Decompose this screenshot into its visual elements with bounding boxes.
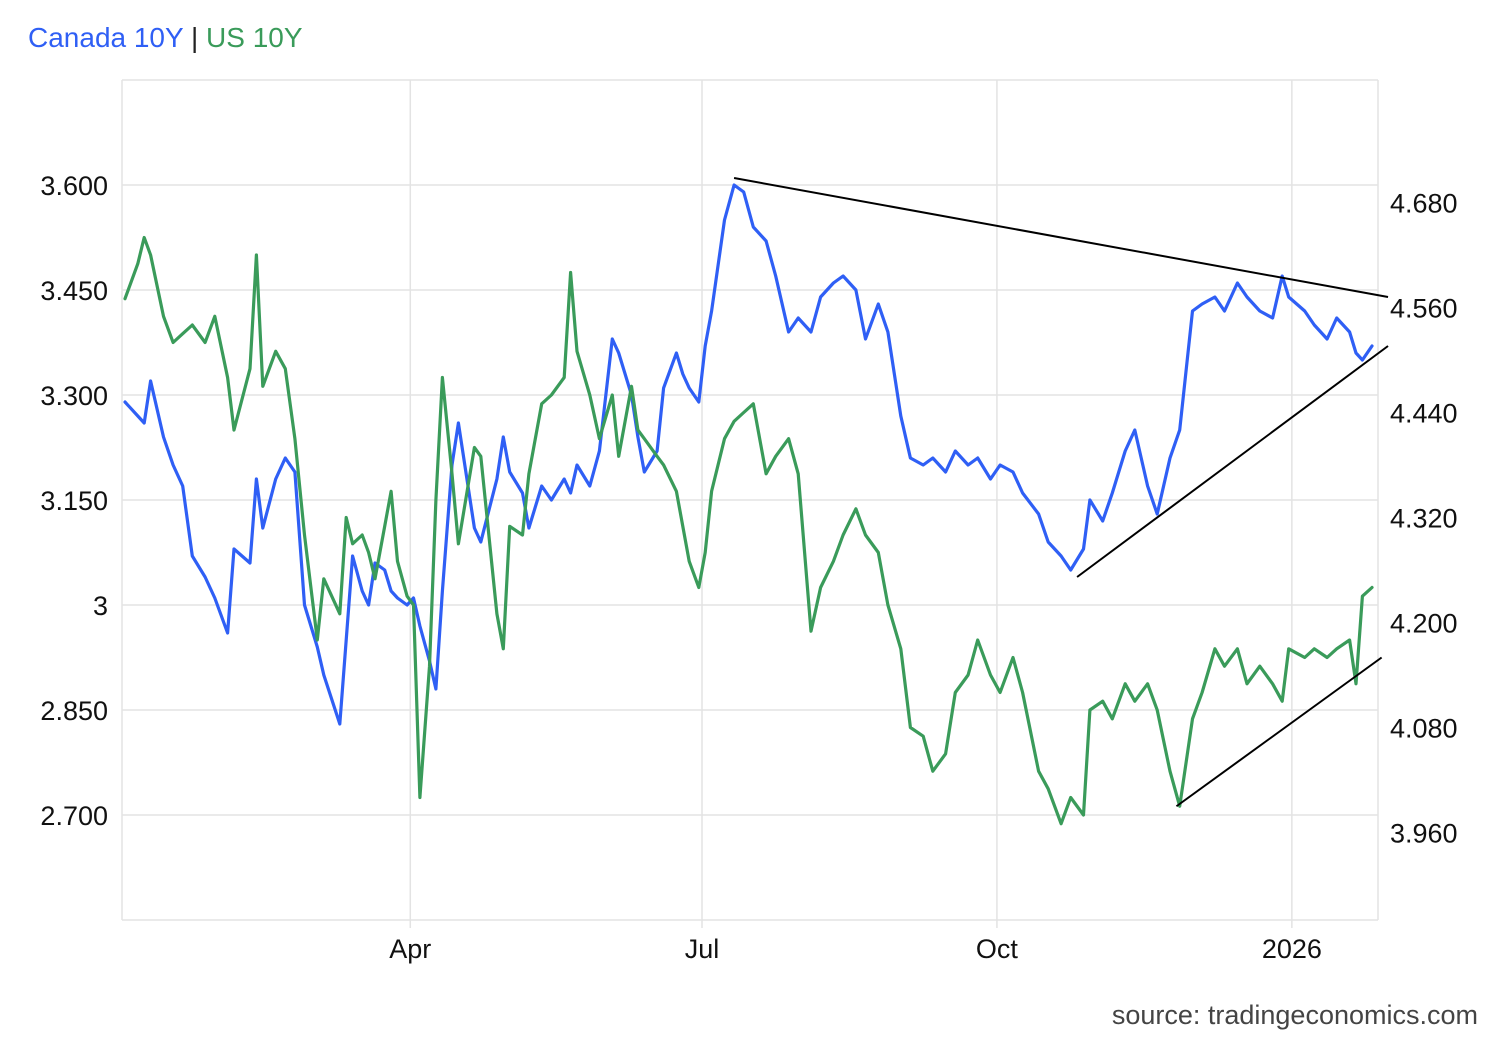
left-axis: 2.700 2.850 3 3.150 3.300 3.450 3.600 (40, 171, 108, 831)
left-tick-label: 3 (93, 591, 108, 621)
right-tick-label: 4.680 (1390, 189, 1458, 219)
x-tick-label: Apr (389, 934, 431, 964)
x-tick-label: Jul (685, 934, 720, 964)
left-tick-label: 3.450 (40, 276, 108, 306)
legend-canada-10y[interactable]: Canada 10Y (28, 22, 184, 53)
right-tick-label: 4.200 (1390, 609, 1458, 639)
series-line-us-10y[interactable] (123, 235, 1374, 826)
grid-lines (121, 79, 1379, 928)
right-tick-label: 4.560 (1390, 294, 1458, 324)
left-tick-label: 3.600 (40, 171, 108, 201)
chart-legend: Canada 10Y | US 10Y (28, 22, 303, 54)
trendline-1 (733, 177, 1389, 298)
legend-us-10y[interactable]: US 10Y (206, 22, 303, 53)
x-axis: Apr Jul Oct 2026 (389, 934, 1322, 964)
series-lines (123, 183, 1374, 826)
series-line-canada-10y[interactable] (123, 183, 1374, 726)
left-tick-label: 3.150 (40, 486, 108, 516)
trendline-2 (1076, 345, 1389, 578)
x-tick-label: Oct (976, 934, 1019, 964)
right-axis: 3.960 4.080 4.200 4.320 4.440 4.560 4.680 (1390, 189, 1458, 849)
right-tick-label: 4.080 (1390, 714, 1458, 744)
left-tick-label: 3.300 (40, 381, 108, 411)
left-tick-label: 2.700 (40, 801, 108, 831)
right-tick-label: 4.320 (1390, 504, 1458, 534)
trendline-3 (1175, 656, 1383, 808)
x-tick-label: 2026 (1262, 934, 1322, 964)
source-credit[interactable]: source: tradingeconomics.com (1111, 1000, 1478, 1030)
right-tick-label: 3.960 (1390, 819, 1458, 849)
left-tick-label: 2.850 (40, 696, 108, 726)
right-tick-label: 4.440 (1390, 399, 1458, 429)
legend-separator: | (190, 22, 199, 53)
trendlines (733, 177, 1389, 808)
